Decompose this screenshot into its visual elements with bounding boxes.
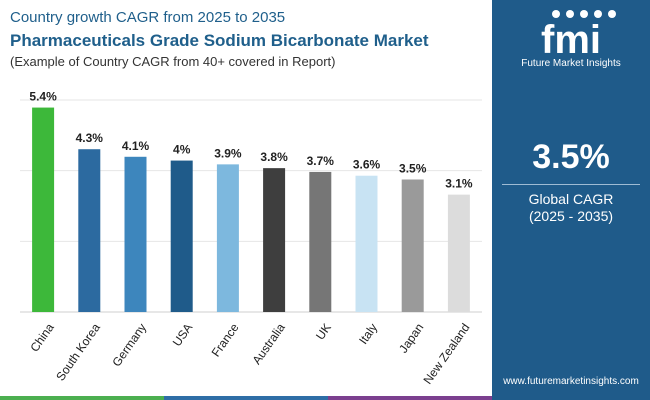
- bar-australia: [263, 168, 286, 312]
- bar-uk: [309, 171, 332, 312]
- bar-italy: [355, 175, 378, 312]
- x-tick-label-usa: USA: [170, 321, 196, 349]
- data-label-usa: 4%: [173, 143, 191, 157]
- global-cagr-label: Global CAGR: [528, 191, 614, 207]
- data-label-new-zealand: 3.1%: [445, 177, 473, 191]
- x-tick-label-new-zealand: New Zealand: [421, 321, 473, 387]
- side-panel: fmi Future Market Insights 3.5% Global C…: [492, 0, 650, 400]
- x-tick-label-germany: Germany: [109, 321, 149, 369]
- chart-title: Pharmaceuticals Grade Sodium Bicarbonate…: [10, 31, 429, 50]
- x-tick-label-australia: Australia: [250, 320, 288, 367]
- website-link[interactable]: www.futuremarketinsights.com: [503, 376, 639, 387]
- data-label-uk: 3.7%: [307, 154, 335, 168]
- data-label-japan: 3.5%: [399, 162, 427, 176]
- fmi-logo: fmi Future Market Insights: [492, 8, 650, 72]
- data-label-australia: 3.8%: [260, 150, 288, 164]
- chart-subtitle: Country growth CAGR from 2025 to 2035: [10, 9, 286, 26]
- chart-note: (Example of Country CAGR from 40+ covere…: [10, 54, 336, 69]
- bar-japan: [401, 179, 424, 312]
- bar-germany: [124, 156, 147, 312]
- global-cagr-value: 3.5%: [532, 138, 610, 176]
- x-tick-label-france: France: [209, 320, 242, 359]
- bottom-color-strip: [0, 396, 492, 400]
- data-label-china: 5.4%: [29, 90, 57, 104]
- bar-south-korea: [78, 149, 101, 312]
- strip-segment-3: [328, 396, 492, 400]
- x-tick-label-south-korea: South Korea: [53, 320, 103, 383]
- x-tick-label-china: China: [27, 320, 57, 354]
- data-label-france: 3.9%: [214, 146, 242, 160]
- data-label-italy: 3.6%: [353, 158, 381, 172]
- global-cagr-range: (2025 - 2035): [528, 208, 614, 224]
- panel-divider: [502, 184, 640, 185]
- chart-header: Country growth CAGR from 2025 to 2035 Ph…: [10, 8, 490, 70]
- x-tick-label-uk: UK: [313, 321, 334, 343]
- bar-france: [216, 164, 239, 312]
- fmi-logo-mark: fmi: [541, 10, 616, 56]
- strip-segment-1: [0, 396, 164, 400]
- bar-new-zealand: [447, 194, 470, 312]
- data-label-south-korea: 4.3%: [76, 131, 104, 145]
- logo-text: Future Market Insights: [521, 58, 621, 69]
- bar-chart: 5.4% China 4.3% South Korea 4.1% Germany 4% USA…: [20, 90, 482, 387]
- bar-china: [32, 107, 55, 312]
- strip-segment-2: [164, 396, 328, 400]
- x-tick-label-japan: Japan: [396, 321, 426, 356]
- bar-usa: [170, 160, 193, 312]
- data-label-germany: 4.1%: [122, 139, 150, 153]
- logo-letters: fmi: [541, 18, 601, 56]
- x-tick-label-italy: Italy: [356, 321, 380, 347]
